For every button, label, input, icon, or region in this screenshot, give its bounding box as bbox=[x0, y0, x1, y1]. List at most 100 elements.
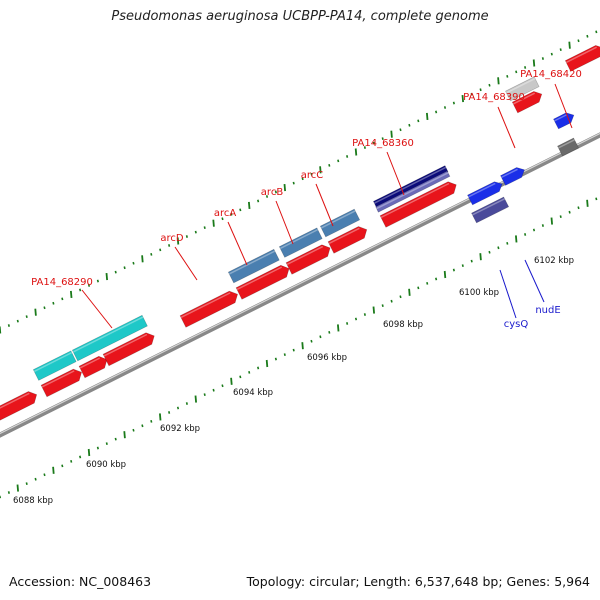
lower-tick-mark bbox=[265, 359, 269, 368]
kbp-scale-label: 6100 kbp bbox=[459, 288, 499, 298]
upper-tick-mark bbox=[176, 237, 180, 245]
lower-tick-mark bbox=[168, 411, 171, 414]
lower-tick-mark bbox=[194, 395, 197, 403]
lower-tick-mark bbox=[310, 339, 313, 343]
lower-tick-mark bbox=[595, 197, 598, 201]
upper-tick-mark bbox=[328, 163, 331, 167]
upper-tick-mark bbox=[408, 123, 411, 127]
lower-tick-mark bbox=[43, 473, 46, 477]
gene-label-leader-line bbox=[81, 289, 113, 329]
upper-tick-mark bbox=[52, 301, 55, 305]
upper-tick-mark bbox=[248, 201, 251, 209]
upper-tick-mark bbox=[212, 219, 215, 227]
upper-tick-mark bbox=[105, 273, 108, 281]
lower-tick-mark bbox=[203, 393, 206, 397]
lower-tick-mark bbox=[461, 264, 464, 267]
lower-tick-mark bbox=[150, 419, 153, 423]
upper-tick-mark bbox=[310, 172, 313, 176]
upper-tick-mark bbox=[283, 184, 286, 192]
gene-label-leader-line bbox=[499, 269, 517, 319]
upper-tick-mark bbox=[461, 95, 464, 103]
red-gene-arrow-shine bbox=[0, 392, 30, 409]
red-gene-arrow-shine bbox=[79, 357, 100, 369]
red-gene-arrow-shine bbox=[41, 370, 75, 388]
kbp-scale-label: 6088 kbp bbox=[13, 496, 53, 506]
lower-tick-mark bbox=[52, 466, 55, 474]
upper-tick-mark bbox=[399, 128, 402, 132]
accession-text: Accession: NC_008463 bbox=[9, 574, 152, 589]
kbp-scale-label: 6092 kbp bbox=[160, 424, 200, 434]
upper-tick-mark bbox=[70, 290, 73, 298]
upper-tick-mark bbox=[194, 230, 197, 234]
lower-tick-mark bbox=[16, 484, 19, 492]
gene-label: arcB bbox=[261, 187, 284, 198]
upper-tick-mark bbox=[479, 88, 482, 92]
gene-label: arcC bbox=[301, 170, 324, 181]
lower-tick-mark bbox=[70, 460, 73, 463]
upper-tick-mark bbox=[79, 288, 82, 292]
upper-tick-mark bbox=[25, 315, 28, 319]
lower-tick-mark bbox=[239, 375, 242, 379]
darkslate-gene-box bbox=[471, 196, 510, 224]
red-gene-arrow-shine bbox=[103, 333, 148, 357]
upper-tick-mark bbox=[239, 208, 242, 212]
gene-label-leader-line bbox=[315, 183, 334, 227]
lower-tick-mark bbox=[426, 282, 429, 285]
upper-tick-mark bbox=[559, 48, 562, 52]
upper-tick-mark bbox=[221, 217, 224, 221]
kbp-scale-label: 6090 kbp bbox=[86, 460, 126, 470]
upper-tick-mark bbox=[150, 252, 153, 256]
red-gene-arrow bbox=[379, 181, 457, 228]
lower-tick-mark bbox=[541, 224, 544, 227]
lower-tick-mark bbox=[292, 348, 295, 352]
map-title: Pseudomonas aeruginosa UCBPP-PA14, compl… bbox=[111, 9, 489, 24]
slate-gene-box-shine bbox=[376, 172, 449, 210]
upper-tick-mark bbox=[337, 159, 340, 163]
upper-tick-mark bbox=[230, 212, 233, 216]
red-gene-arrow bbox=[40, 368, 82, 398]
lower-tick-mark bbox=[417, 286, 420, 290]
lower-tick-mark bbox=[532, 228, 536, 232]
lower-tick-mark bbox=[176, 406, 180, 410]
lower-tick-mark bbox=[123, 431, 126, 439]
upper-tick-mark bbox=[532, 59, 536, 67]
lower-tick-mark bbox=[524, 233, 527, 236]
red-gene-arrow-shine bbox=[286, 245, 324, 266]
gene-label-leader-line bbox=[227, 221, 248, 266]
upper-tick-mark bbox=[141, 255, 144, 263]
blue-gene-arrow-shine bbox=[501, 168, 518, 179]
lower-tick-mark bbox=[568, 210, 571, 214]
cyan-gene-box-shine bbox=[72, 316, 144, 353]
red-gene-arrow-shine bbox=[512, 92, 536, 105]
gene-label: arcD bbox=[160, 233, 184, 244]
upper-tick-mark bbox=[497, 77, 500, 85]
lower-tick-mark bbox=[159, 413, 162, 421]
gene-label: PA14_68390 bbox=[463, 92, 525, 103]
gene-label-leader-line bbox=[275, 200, 294, 245]
upper-tick-mark bbox=[354, 148, 358, 156]
red-gene-arrow bbox=[285, 244, 331, 275]
darkgray-gene-box bbox=[557, 137, 580, 157]
upper-tick-mark bbox=[550, 52, 553, 56]
kbp-scale-label: 6102 kbp bbox=[534, 256, 574, 266]
upper-tick-mark bbox=[87, 284, 91, 287]
lower-tick-mark bbox=[470, 259, 473, 263]
lower-tick-mark bbox=[337, 324, 340, 332]
upper-tick-mark bbox=[426, 112, 429, 120]
lightgray-gene-box-shine bbox=[506, 77, 536, 94]
red-gene-arrow bbox=[179, 290, 238, 328]
upper-tick-mark bbox=[372, 141, 375, 145]
cyan-gene-box bbox=[32, 350, 77, 381]
cyan-gene-box-shine bbox=[33, 351, 73, 373]
gene-label: nudE bbox=[535, 305, 560, 316]
upper-tick-mark bbox=[96, 279, 99, 283]
navy-gene-box-shine bbox=[373, 166, 447, 204]
lower-tick-mark bbox=[114, 437, 117, 441]
gene-label-leader-line bbox=[386, 151, 405, 196]
blue-gene-arrow bbox=[467, 181, 503, 206]
kbp-scale-label: 6096 kbp bbox=[307, 353, 347, 363]
upper-tick-mark bbox=[61, 297, 64, 301]
lower-tick-mark bbox=[61, 464, 64, 468]
blue-gene-arrow bbox=[553, 112, 575, 130]
